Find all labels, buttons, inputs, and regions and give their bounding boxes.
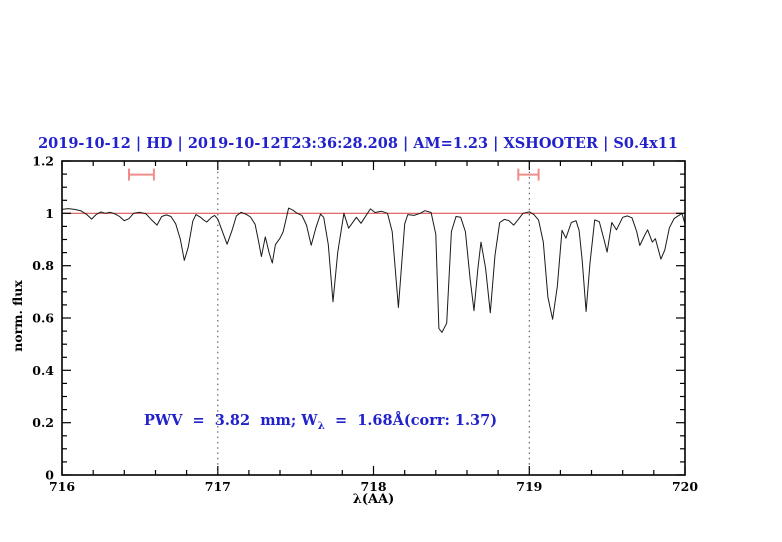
- y-axis-label: norm. flux: [10, 280, 25, 352]
- plot-title: 2019-10-12 | HD | 2019-10-12T23:36:28.20…: [38, 135, 678, 152]
- y-tick-label: 0.4: [32, 363, 54, 378]
- band-marker: [517, 168, 540, 181]
- y-tick-label: 1: [45, 206, 54, 221]
- x-tick-label: 718: [360, 479, 386, 494]
- pwv-annotation-suffix: = 1.68Å(corr: 1.37): [324, 412, 498, 429]
- pwv-annotation-prefix: PWV = 3.82 mm; W: [144, 412, 318, 429]
- spectrum-line: [61, 207, 686, 333]
- y-tick-label: 0: [45, 468, 54, 483]
- x-tick-label: 719: [516, 479, 542, 494]
- y-tick-label: 0.2: [32, 415, 54, 430]
- pwv-annotation-subscript: λ: [317, 419, 325, 432]
- y-tick-label: 1.2: [32, 154, 54, 169]
- x-tick-label: 716: [49, 479, 75, 494]
- pwv-annotation: PWV = 3.82 mm; Wλ = 1.68Å(corr: 1.37): [144, 412, 497, 432]
- y-tick-label: 0.6: [32, 311, 54, 326]
- axis-ticks: [61, 160, 686, 476]
- band-marker: [128, 168, 155, 181]
- x-axis-label: λ(AA): [352, 492, 395, 507]
- y-tick-label: 0.8: [32, 258, 54, 273]
- x-tick-label: 720: [672, 479, 698, 494]
- x-tick-label: 717: [205, 479, 231, 494]
